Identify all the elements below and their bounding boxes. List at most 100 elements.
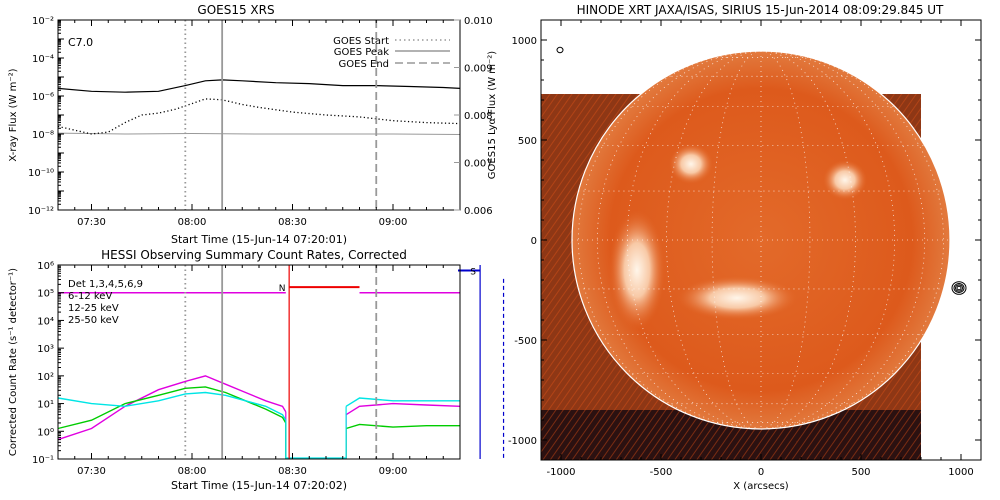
- hessi-legend-25-50: 25-50 keV: [68, 315, 119, 326]
- goes-plot-frame: [57, 19, 461, 211]
- hessi-y-tick-label: 10³: [37, 344, 54, 355]
- goes-legend: GOES Start GOES Peak GOES End: [333, 36, 450, 70]
- xrt-x-axis-label: X (arcsecs): [733, 481, 789, 492]
- goes-y-axis-label: X-ray Flux (W m⁻²): [8, 68, 19, 161]
- xrt-y-tick-label: 0: [531, 236, 537, 247]
- goes-y-tick-label: 10⁻⁴: [32, 54, 54, 65]
- hessi-y-axis: 10⁻¹ 10⁰ 10¹ 10² 10³ 10⁴ 10⁵ 10⁶: [32, 261, 64, 466]
- xrt-active-region: [609, 210, 665, 330]
- hessi-y-tick-label: 10⁵: [37, 289, 54, 300]
- hessi-legend-6-12: 6-12 keV: [68, 291, 112, 302]
- hessi-x-axis: 07:30 08:00 08:30 09:00: [57, 265, 461, 477]
- xrt-longitude-line: [760, 50, 926, 430]
- goes-y2-tick-label: 0.010: [464, 16, 493, 27]
- goes-y2-tick-label: 0.008: [464, 111, 493, 122]
- xrt-x-tick-label: -1000: [546, 467, 575, 478]
- goes-flare-class: C7.0: [68, 36, 93, 49]
- hessi-y-axis-label: Corrected Count Rate (s⁻¹ detector⁻¹): [8, 268, 19, 456]
- xrt-active-region: [823, 160, 867, 200]
- goes-y-tick-label: 10⁻⁶: [32, 92, 54, 103]
- goes-short-channel-line: [57, 98, 461, 135]
- goes-y2-tick-label: 0.009: [464, 64, 493, 75]
- goes-x-tick-label: 08:00: [178, 217, 207, 228]
- xrt-y-axis: 1000 500 0 -500 -1000: [508, 36, 981, 447]
- xrt-rhessi-contour: [556, 46, 564, 54]
- xrt-solar-limb: [571, 50, 951, 430]
- goes-right-axis-label: GOES15 Lyα Flux (W m⁻²): [487, 51, 498, 179]
- xrt-rhessi-contour: [956, 285, 962, 291]
- xrt-image: [541, 46, 967, 460]
- xrt-longitude-line: [760, 50, 856, 430]
- hessi-flag-N-label: N: [279, 284, 286, 294]
- goes-y2-tick-label: 0.007: [464, 159, 493, 170]
- hessi-event-lines: [184, 265, 378, 459]
- hessi-x-tick-label: 09:00: [379, 466, 408, 477]
- xrt-x-tick-label: 1000: [948, 467, 973, 478]
- hessi-legend: Det 1,3,4,5,6,9 6-12 keV 12-25 keV 25-50…: [68, 279, 143, 326]
- xrt-solar-disk: [572, 51, 950, 429]
- xrt-longitude-line: [596, 50, 762, 430]
- goes-y2-tick-label: 0.006: [464, 206, 493, 217]
- hessi-series-layer: NS: [57, 265, 505, 459]
- hessi-plot-frame: [57, 264, 461, 460]
- hessi-x-tick-label: 08:00: [178, 466, 207, 477]
- hessi-y-tick-label: 10⁰: [37, 427, 54, 438]
- goes-x-axis: 07:30 08:00 08:30 09:00: [57, 20, 461, 228]
- xrt-x-axis: -1000 -500 0 500 1000: [546, 20, 974, 478]
- goes-y-tick-label: 10⁻¹²: [28, 206, 54, 217]
- goes-series-layer: [57, 79, 461, 135]
- goes-y-tick-label: 10⁻¹⁰: [28, 168, 54, 179]
- hessi-y-tick-label: 10¹: [37, 400, 54, 411]
- xrt-y-tick-label: 1000: [512, 36, 537, 47]
- goes-y-tick-label: 10⁻⁸: [32, 130, 54, 141]
- xrt-x-tick-label: 500: [851, 467, 870, 478]
- xrt-x-tick-label: 0: [758, 467, 764, 478]
- xrt-panel: HINODE XRT JAXA/ISAS, SIRIUS 15-Jun-2014…: [508, 3, 982, 492]
- xrt-longitude-line: [626, 50, 762, 430]
- xrt-rhessi-contour: [953, 283, 965, 293]
- xrt-y-tick-label: 500: [518, 136, 537, 147]
- xrt-title: HINODE XRT JAXA/ISAS, SIRIUS 15-Jun-2014…: [577, 3, 944, 17]
- hessi-band_25_50-line: [345, 397, 460, 407]
- hessi-flag-S-label: S: [470, 268, 476, 278]
- hessi-title: HESSI Observing Summary Count Rates, Cor…: [101, 248, 407, 262]
- goes-legend-end-label: GOES End: [339, 59, 389, 70]
- hessi-y-tick-label: 10⁻¹: [32, 455, 54, 466]
- hessi-x-tick-label: 08:30: [278, 466, 307, 477]
- xrt-longitude-line: [666, 50, 762, 430]
- xrt-active-region: [677, 276, 797, 320]
- hessi-x-axis-label: Start Time (15-Jun-14 07:20:02): [171, 479, 347, 492]
- goes-event-lines: [184, 20, 378, 210]
- hessi-x-tick-label: 07:30: [77, 466, 106, 477]
- xrt-longitude-line: [760, 50, 944, 430]
- goes-long-channel-line: [57, 79, 461, 93]
- hessi-panel: HESSI Observing Summary Count Rates, Cor…: [8, 248, 505, 492]
- goes-legend-peak-label: GOES Peak: [334, 47, 389, 58]
- goes-lya-line: [57, 132, 461, 135]
- xrt-active-region: [669, 144, 713, 184]
- hessi-y-tick-label: 10²: [37, 372, 54, 383]
- xrt-y-tick-label: -500: [514, 336, 537, 347]
- hessi-band_6_12-line: [345, 402, 461, 416]
- xrt-longitude-line: [760, 50, 896, 430]
- goes-x-tick-label: 09:00: [379, 217, 408, 228]
- goes-legend-start-label: GOES Start: [333, 36, 389, 47]
- goes-x-tick-label: 08:30: [278, 217, 307, 228]
- goes-x-tick-label: 07:30: [77, 217, 106, 228]
- hessi-legend-12-25: 12-25 keV: [68, 303, 119, 314]
- goes-x-axis-label: Start Time (15-Jun-14 07:20:01): [171, 233, 347, 246]
- xrt-longitude-line: [578, 50, 762, 430]
- goes-panel: GOES15 XRS 07:30 08:00 08:30 09:00 10⁻¹²10⁻…: [8, 3, 498, 246]
- hessi-band_12_25-line: [345, 423, 460, 430]
- goes-title: GOES15 XRS: [197, 3, 274, 17]
- xrt-rhessi-contour: [955, 284, 963, 292]
- xrt-x-tick-label: -500: [650, 467, 673, 478]
- goes-y-axis: 10⁻¹² 10⁻¹⁰ 10⁻⁸ 10⁻⁶ 10⁻⁴ 10⁻²: [28, 16, 64, 217]
- goes-right-axis: 0.006 0.007 0.008 0.009 0.010: [454, 16, 493, 217]
- goes-y-tick-label: 10⁻²: [32, 16, 54, 27]
- hessi-band_6_12-line: [57, 375, 287, 441]
- hessi-y-tick-label: 10⁶: [37, 261, 54, 272]
- hessi-legend-det: Det 1,3,4,5,6,9: [68, 279, 143, 290]
- hessi-band_12_25-line: [57, 386, 287, 430]
